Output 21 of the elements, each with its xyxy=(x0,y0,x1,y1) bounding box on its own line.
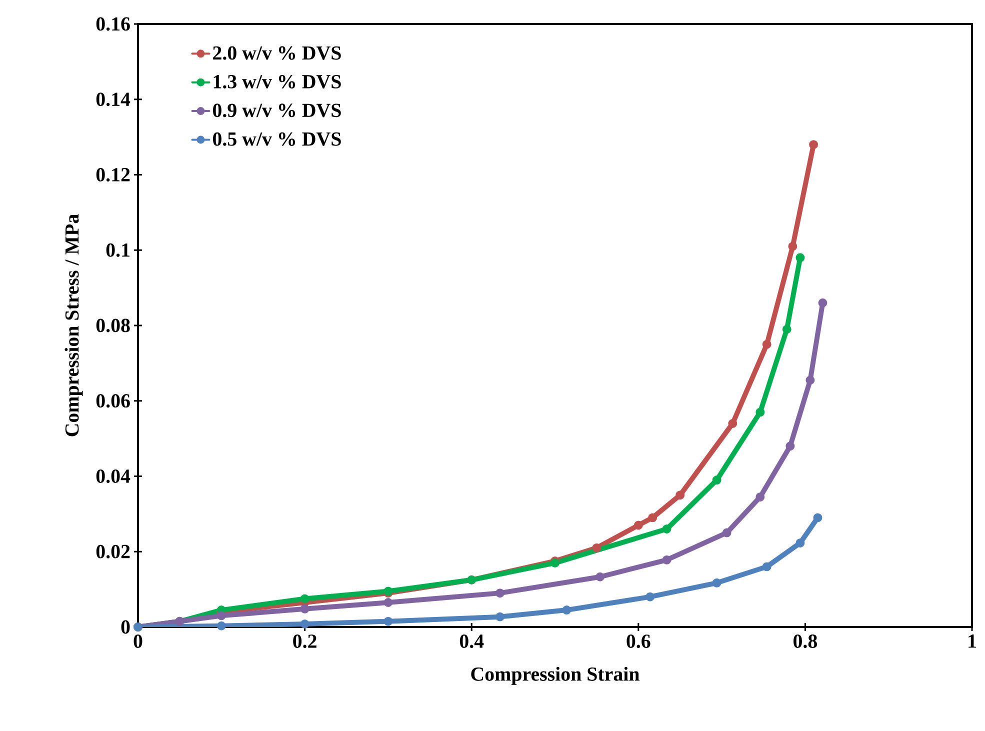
y-tick-label: 0.08 xyxy=(96,318,130,332)
y-axis-title: Compression Stress / MPa xyxy=(64,214,83,436)
x-tick-label: 0.8 xyxy=(794,634,817,648)
x-tick-label: 0.6 xyxy=(626,634,650,648)
y-tick-label: 0.14 xyxy=(96,92,130,106)
legend-label: 2.0 w/v % DVS xyxy=(213,46,341,60)
y-tick-label: 0.1 xyxy=(106,243,130,257)
y-tick-label: 0 xyxy=(121,620,130,634)
legend-label: 0.9 w/v % DVS xyxy=(212,104,341,118)
x-tick-label: 1 xyxy=(968,634,976,648)
y-tick-label: 0.02 xyxy=(96,544,130,558)
y-tick-label: 0.06 xyxy=(96,394,130,408)
x-axis-title: Compression Strain xyxy=(471,666,640,685)
legend-label: 1.3 w/v % DVS xyxy=(214,74,341,89)
x-tick-label: 0 xyxy=(134,634,142,648)
y-tick-label: 0.12 xyxy=(96,168,130,182)
y-tick-label: 0.04 xyxy=(96,469,130,484)
y-tick-label: 0.16 xyxy=(96,17,130,31)
x-tick-label: 0.4 xyxy=(460,634,484,648)
x-tick-label: 0.2 xyxy=(293,634,316,648)
legend-label: 0.5 w/v % DVS xyxy=(212,132,341,146)
